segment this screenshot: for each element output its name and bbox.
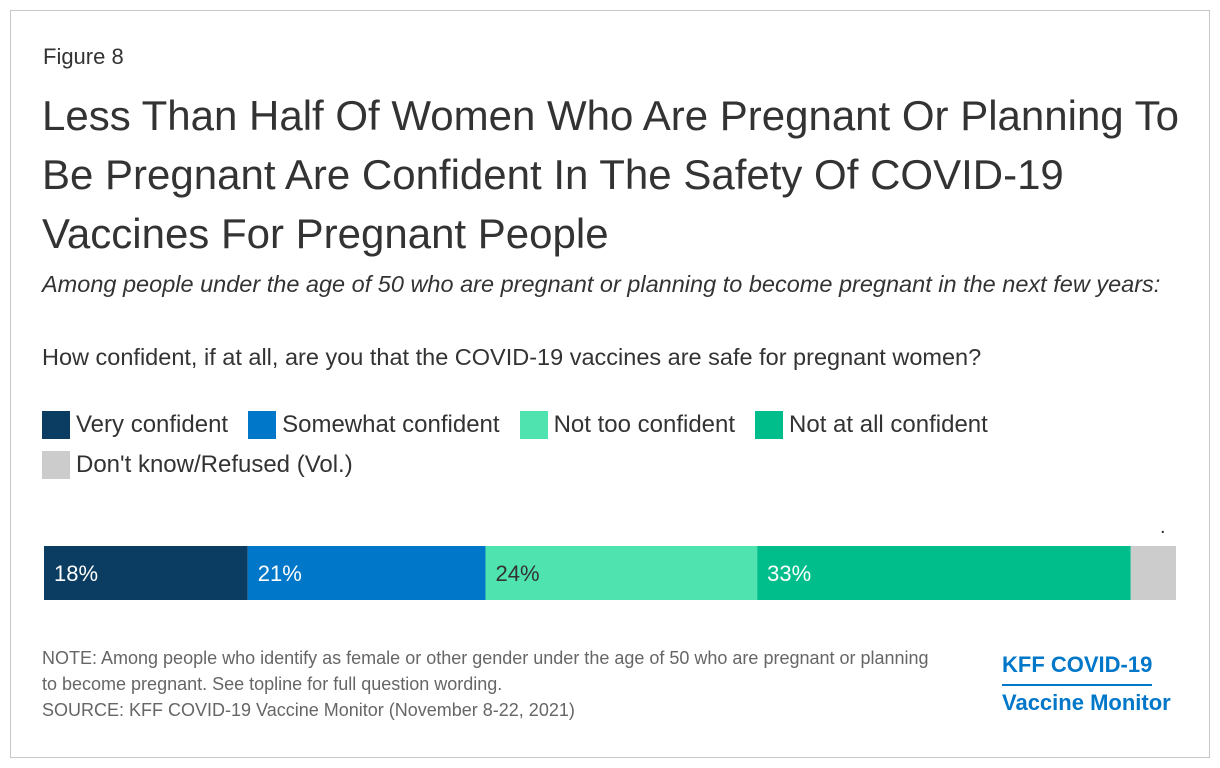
bar-segment-somewhat-confident [247,546,486,600]
note-text: NOTE: Among people who identify as femal… [42,648,929,694]
bar-label-not-too-confident: 24% [495,561,539,586]
legend-item-dont-know: Don't know/Refused (Vol.) [42,451,353,479]
bar-segment-don-t-know-refused-vol [1130,546,1176,600]
bar-label-very-confident: 18% [54,561,98,586]
bar-segment-not-too-confident [485,546,758,600]
figure-label: Figure 8 [43,44,124,69]
above-bar-mark: . [1160,516,1166,538]
bar-segment-not-at-all-confident [757,546,1131,600]
figure-frame [10,10,1210,758]
legend-swatch-somewhat-confident [248,411,277,439]
legend-label-very-confident: Very confident [76,411,229,438]
kff-logo: KFF COVID-19 Vaccine Monitor [1002,648,1182,720]
legend-label-somewhat-confident: Somewhat confident [282,411,500,438]
source-text: SOURCE: KFF COVID-19 Vaccine Monitor (No… [42,700,575,720]
legend: Very confident Somewhat confident Not to… [42,408,1182,488]
legend-row-2: Don't know/Refused (Vol.) [42,448,1182,482]
legend-row-1: Very confident Somewhat confident Not to… [42,408,1182,442]
legend-swatch-very-confident [42,411,70,439]
legend-item-not-at-all-confident: Not at all confident [755,411,988,439]
legend-label-not-too-confident: Not too confident [553,411,736,438]
chart-subtitle: Among people under the age of 50 who are… [42,271,1161,297]
bar-label-not-at-all-confident: 33% [767,561,811,586]
legend-item-not-too-confident: Not too confident [519,411,736,439]
bar-label-somewhat-confident: 21% [258,561,302,586]
legend-swatch-not-at-all-confident [755,411,784,439]
legend-swatch-not-too-confident [519,411,548,439]
legend-label-dont-know: Don't know/Refused (Vol.) [76,451,353,478]
legend-label-not-at-all-confident: Not at all confident [789,411,988,438]
footnotes: NOTE: Among people who identify as femal… [42,645,942,723]
bar-segment-very-confident [44,546,248,600]
logo-line-2: Vaccine Monitor [1002,690,1171,715]
chart-title: Less Than Half Of Women Who Are Pregnant… [42,92,1179,257]
legend-item-very-confident: Very confident [42,411,228,439]
legend-item-somewhat-confident: Somewhat confident [248,411,500,439]
legend-swatch-dont-know [42,451,70,479]
survey-question: How confident, if at all, are you that t… [42,344,982,370]
logo-line-1: KFF COVID-19 [1002,648,1153,686]
